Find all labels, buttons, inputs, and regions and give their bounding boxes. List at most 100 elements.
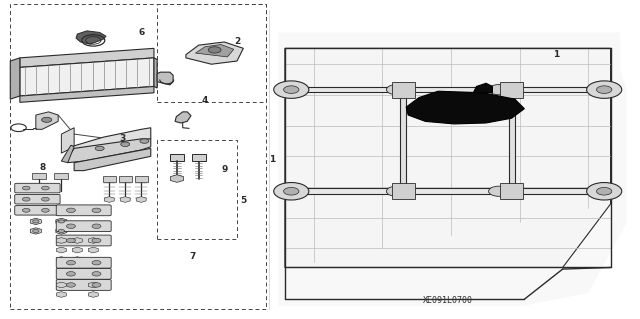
FancyBboxPatch shape <box>56 279 111 290</box>
Polygon shape <box>72 247 83 253</box>
Polygon shape <box>88 247 99 253</box>
Circle shape <box>67 271 76 276</box>
Ellipse shape <box>488 186 509 196</box>
Text: 6: 6 <box>138 28 144 37</box>
Polygon shape <box>61 128 74 153</box>
Circle shape <box>42 186 49 190</box>
FancyBboxPatch shape <box>56 235 111 246</box>
Circle shape <box>67 283 76 287</box>
Polygon shape <box>136 197 146 202</box>
Polygon shape <box>88 292 99 297</box>
Circle shape <box>22 186 30 190</box>
FancyBboxPatch shape <box>56 221 111 232</box>
Bar <box>392 183 415 199</box>
Polygon shape <box>20 58 154 96</box>
Circle shape <box>58 229 65 233</box>
Polygon shape <box>61 145 74 163</box>
Circle shape <box>22 208 30 212</box>
Polygon shape <box>56 247 67 253</box>
Circle shape <box>58 220 65 223</box>
FancyBboxPatch shape <box>56 269 111 279</box>
Circle shape <box>92 271 101 276</box>
Polygon shape <box>157 72 173 85</box>
Bar <box>54 173 68 179</box>
Polygon shape <box>291 87 604 93</box>
Circle shape <box>67 208 76 212</box>
Bar <box>500 183 523 199</box>
Bar <box>157 140 237 239</box>
Polygon shape <box>120 197 130 202</box>
Circle shape <box>284 86 299 93</box>
Polygon shape <box>186 42 243 64</box>
Polygon shape <box>56 238 67 243</box>
Circle shape <box>95 146 104 151</box>
Bar <box>191 154 205 161</box>
Polygon shape <box>72 257 83 263</box>
Polygon shape <box>88 282 99 288</box>
Bar <box>157 4 266 102</box>
Polygon shape <box>175 112 191 123</box>
Ellipse shape <box>387 85 407 95</box>
Polygon shape <box>10 58 20 99</box>
Polygon shape <box>400 90 406 191</box>
Circle shape <box>42 117 52 122</box>
Polygon shape <box>20 48 154 67</box>
Text: 1: 1 <box>269 155 275 164</box>
Ellipse shape <box>587 81 621 98</box>
Circle shape <box>92 283 101 287</box>
Polygon shape <box>74 148 151 171</box>
Circle shape <box>42 197 49 201</box>
Polygon shape <box>170 175 184 182</box>
Polygon shape <box>71 128 151 158</box>
Bar <box>392 82 415 98</box>
FancyBboxPatch shape <box>56 205 111 216</box>
Polygon shape <box>406 91 524 124</box>
Ellipse shape <box>274 182 309 200</box>
Circle shape <box>284 188 299 195</box>
Ellipse shape <box>587 182 621 200</box>
FancyBboxPatch shape <box>15 205 60 215</box>
Polygon shape <box>88 238 99 243</box>
Text: 9: 9 <box>221 165 227 174</box>
Polygon shape <box>68 139 151 163</box>
Circle shape <box>67 261 76 265</box>
Circle shape <box>67 238 76 243</box>
Bar <box>10 4 266 309</box>
Text: 1: 1 <box>553 50 559 59</box>
FancyBboxPatch shape <box>56 257 111 268</box>
Circle shape <box>92 208 101 212</box>
Polygon shape <box>509 90 515 191</box>
FancyBboxPatch shape <box>15 183 60 193</box>
Polygon shape <box>72 238 83 243</box>
Text: 3: 3 <box>119 134 125 143</box>
Circle shape <box>596 86 612 93</box>
Polygon shape <box>20 86 154 102</box>
Text: 8: 8 <box>39 163 45 172</box>
Polygon shape <box>291 189 604 194</box>
Polygon shape <box>278 33 627 306</box>
Polygon shape <box>56 292 67 297</box>
Polygon shape <box>473 83 492 93</box>
Bar <box>170 154 184 161</box>
Polygon shape <box>154 58 157 88</box>
Text: XE091L0700: XE091L0700 <box>423 296 473 305</box>
Polygon shape <box>76 31 106 44</box>
Polygon shape <box>104 197 114 202</box>
Ellipse shape <box>387 186 407 196</box>
Circle shape <box>92 261 101 265</box>
Circle shape <box>596 188 612 195</box>
Polygon shape <box>56 257 67 263</box>
Circle shape <box>67 224 76 228</box>
Polygon shape <box>56 218 67 225</box>
Text: 5: 5 <box>240 196 246 205</box>
Text: 7: 7 <box>189 252 195 261</box>
Circle shape <box>208 47 221 53</box>
Bar <box>500 82 523 98</box>
Ellipse shape <box>488 85 509 95</box>
Polygon shape <box>36 112 58 129</box>
Polygon shape <box>56 282 67 288</box>
Circle shape <box>121 142 130 146</box>
FancyBboxPatch shape <box>15 195 60 204</box>
Circle shape <box>92 224 101 228</box>
Polygon shape <box>285 48 611 268</box>
